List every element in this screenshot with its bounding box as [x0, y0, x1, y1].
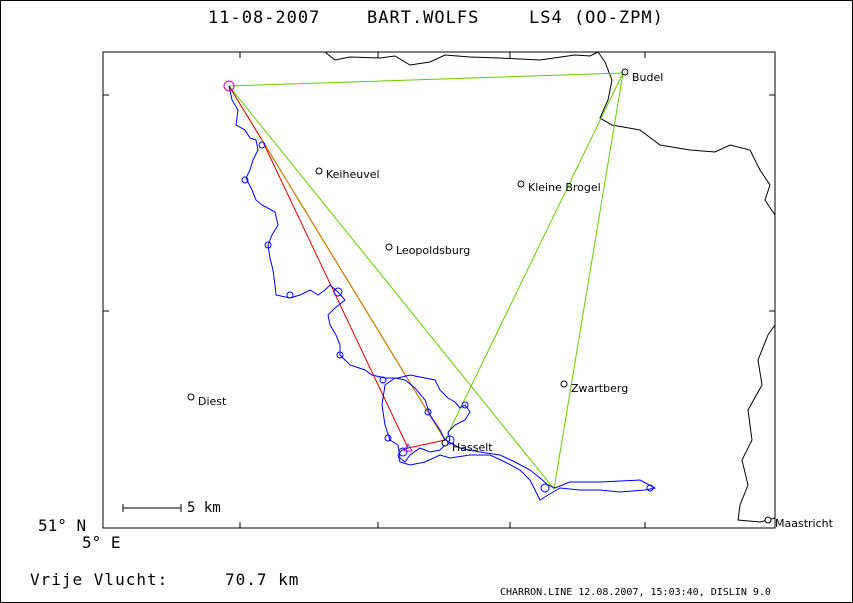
- town-marker-maastricht: [764, 516, 772, 524]
- longitude-label: 5° E: [82, 533, 121, 552]
- town-marker-leopoldsburg: [385, 243, 393, 251]
- start-marker: [223, 80, 235, 92]
- town-label-budel: Budel: [632, 71, 663, 84]
- track-thermals: [241, 141, 654, 493]
- scale-bar: [122, 504, 182, 512]
- flight-date: 11-08-2007: [208, 8, 321, 28]
- town-label-zwartberg: Zwartberg: [571, 382, 628, 395]
- map-border: [102, 51, 776, 529]
- town-label-keiheuvel: Keiheuvel: [326, 168, 380, 181]
- gps-track: [228, 85, 657, 501]
- map-ticks: [103, 52, 775, 528]
- town-label-hasselt: Hasselt: [452, 441, 493, 454]
- town-label-maastricht: Maastricht: [775, 517, 834, 530]
- country-border: [324, 51, 776, 523]
- town-marker-zwartberg: [560, 380, 568, 388]
- distance-label: Vrije Vlucht:: [30, 570, 169, 589]
- optimized-route: [228, 85, 446, 449]
- route-leg-highlight: [261, 139, 446, 441]
- town-label-kleine-brogel: Kleine Brogel: [528, 181, 601, 194]
- scale-bar-label: 5 km: [187, 500, 221, 516]
- town-labels: Budel Keiheuvel Kleine Brogel Leopoldsbu…: [198, 71, 834, 530]
- town-label-leopoldsburg: Leopoldsburg: [396, 244, 470, 257]
- town-label-diest: Diest: [198, 395, 227, 408]
- finish-marker: [403, 442, 413, 452]
- town-marker-hasselt: [441, 439, 449, 447]
- town-marker-kleine-brogel: [517, 180, 525, 188]
- town-marker-diest: [187, 393, 195, 401]
- distance-value: 70.7 km: [225, 570, 300, 589]
- town-marker-keiheuvel: [315, 167, 323, 175]
- pilot-name: BART.WOLFS: [367, 8, 480, 28]
- town-markers: [187, 68, 772, 524]
- task-triangle-outer: [228, 72, 624, 491]
- town-marker-budel: [621, 68, 629, 76]
- aircraft-id: LS4 (OO-ZPM): [529, 8, 664, 28]
- footer-info: CHARRON.LINE 12.08.2007, 15:03:40, DISLI…: [500, 587, 771, 598]
- latitude-label: 51° N: [38, 516, 87, 535]
